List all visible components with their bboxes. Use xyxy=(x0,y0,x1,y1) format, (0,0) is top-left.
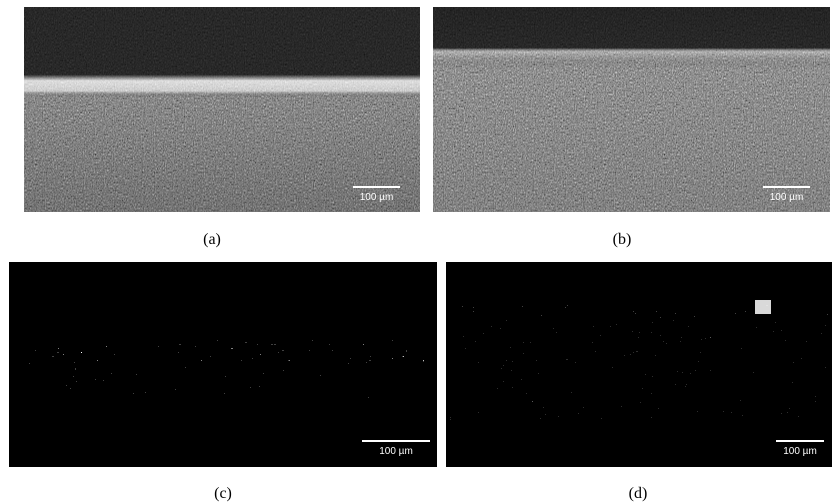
scale-bar-label: 100 µm xyxy=(783,446,817,457)
scale-bar-label: 100 µm xyxy=(770,192,804,203)
oct-image-a xyxy=(24,7,420,212)
panel-caption: (d) xyxy=(629,485,648,502)
scale-bar-label: 100 µm xyxy=(360,192,394,203)
panel-caption: (a) xyxy=(203,231,221,248)
segmented-image-c xyxy=(9,262,437,467)
segmented-image-d xyxy=(446,262,832,467)
panel-caption: (b) xyxy=(613,231,632,248)
scale-bar-label: 100 µm xyxy=(379,446,413,457)
panel-caption: (c) xyxy=(214,485,232,502)
oct-image-b xyxy=(433,7,830,212)
